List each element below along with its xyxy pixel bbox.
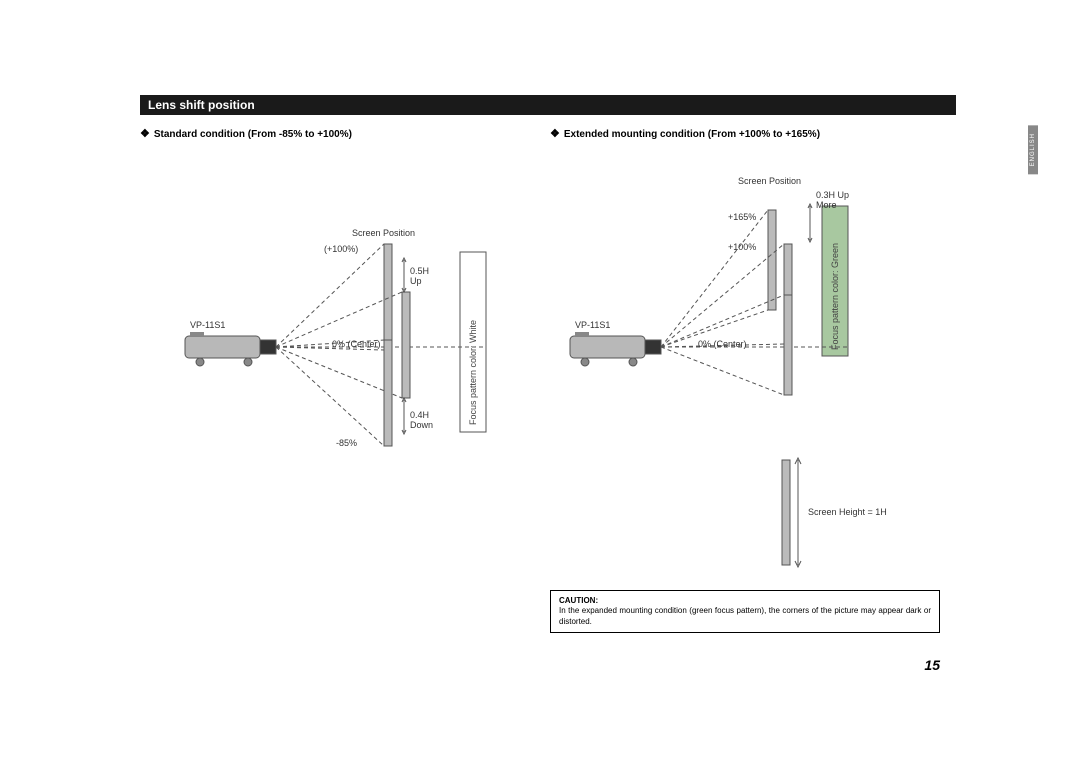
down-1: 0.4H bbox=[410, 410, 429, 420]
screen-center bbox=[402, 292, 410, 398]
half-h-up-1: 0.5H bbox=[410, 266, 429, 276]
screen-165 bbox=[768, 210, 776, 310]
screen-height-diagram: Screen Height = 1H bbox=[550, 445, 940, 575]
focus-label-right: Focus pattern color: Green bbox=[830, 243, 840, 350]
focus-label-left: Focus pattern color: White bbox=[468, 320, 478, 425]
screen-position-label: Screen Position bbox=[352, 228, 415, 238]
caution-text: In the expanded mounting condition (gree… bbox=[559, 606, 931, 627]
projector-label-r: VP-11S1 bbox=[575, 320, 610, 330]
projector-icon bbox=[185, 332, 276, 366]
language-tab: ENGLISH bbox=[1028, 125, 1038, 174]
pct165: +165% bbox=[728, 212, 756, 222]
screen-bottom bbox=[384, 340, 392, 446]
ref-screen bbox=[782, 460, 790, 565]
bullet-icon: ❖ bbox=[140, 128, 150, 140]
right-column: ❖Extended mounting condition (From +100%… bbox=[550, 127, 940, 633]
down-2: Down bbox=[410, 420, 433, 430]
projector-icon-right bbox=[570, 332, 661, 366]
left-column: ❖Standard condition (From -85% to +100%)… bbox=[140, 127, 530, 633]
screen-top bbox=[384, 244, 392, 350]
section-header: Lens shift position bbox=[140, 95, 956, 115]
svg-text:0.3H Up: 0.3H Up bbox=[816, 190, 849, 200]
page-number: 15 bbox=[924, 657, 940, 673]
pct-85: -85% bbox=[336, 438, 357, 448]
left-heading: ❖Standard condition (From -85% to +100%) bbox=[140, 127, 530, 140]
screen-height-label: Screen Height = 1H bbox=[808, 507, 887, 517]
half-h-up-2: Up bbox=[410, 276, 422, 286]
left-diagram: VP-11S1 Focus pattern color: White bbox=[140, 140, 530, 460]
right-diagram: VP-11S1 Focus pattern color: Green bbox=[550, 140, 940, 440]
screen-position-r: Screen Position bbox=[738, 176, 801, 186]
center-label: 0% (Center) bbox=[332, 339, 381, 349]
projector-label: VP-11S1 bbox=[190, 320, 225, 330]
screen-0 bbox=[784, 295, 792, 395]
svg-text:More: More bbox=[816, 200, 837, 210]
bullet-icon: ❖ bbox=[550, 128, 560, 140]
center-r: 0% (Center) bbox=[698, 339, 747, 349]
right-heading: ❖Extended mounting condition (From +100%… bbox=[550, 127, 940, 140]
caution-box: CAUTION: In the expanded mounting condit… bbox=[550, 590, 940, 633]
pct100: +100% bbox=[728, 242, 756, 252]
pct-100: (+100%) bbox=[324, 244, 358, 254]
caution-title: CAUTION: bbox=[559, 596, 598, 605]
